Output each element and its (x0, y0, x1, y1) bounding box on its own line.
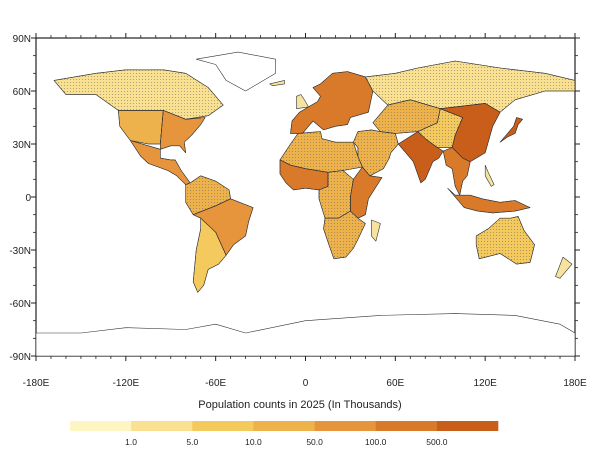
colorbar-label: 100.0 (365, 437, 387, 447)
x-tick-label: 60E (386, 378, 404, 389)
colorbar-label: 500.0 (426, 437, 448, 447)
hatch-russia-siberia (365, 61, 575, 113)
hatch-overlay (54, 61, 575, 265)
border-japan (499, 117, 523, 143)
landmass-antarctica (36, 313, 575, 356)
y-tick-label: 90N (13, 34, 31, 45)
landmass-philippines (484, 164, 495, 187)
y-tick-label: -90N (9, 352, 31, 363)
hatch-middle-east (353, 129, 399, 176)
colorbar-label: 10.0 (245, 437, 262, 447)
border-south-america-north (185, 175, 231, 215)
hatch-central-asia (372, 99, 441, 134)
hatch-china-west (417, 108, 463, 148)
x-tick-label: 0 (303, 378, 309, 389)
landmass-greenland (195, 51, 276, 92)
x-tick-label: -120E (112, 378, 139, 389)
colorbar-bin (314, 421, 376, 431)
x-tick-label: -60E (205, 378, 226, 389)
x-tick-label: 180E (563, 378, 587, 389)
y-tick-label: 60N (13, 87, 31, 98)
y-axis: 90N 60N 30N 0 -30N -60N -90N (9, 34, 580, 363)
colorbar-bin (131, 421, 193, 431)
hatch-central-africa (319, 170, 354, 219)
colorbar-label: 5.0 (186, 437, 198, 447)
hatch-canada-south (54, 69, 224, 120)
colorbar: Population counts in 2025 (In Thousands)… (70, 399, 499, 447)
x-axis: -180E -120E -60E 0 60E 120E 180E (23, 33, 587, 389)
y-tick-label: 0 (25, 193, 31, 204)
border-southeast-asia (442, 147, 471, 196)
border-india (397, 131, 444, 184)
hatch-south-america-north (185, 175, 231, 215)
colorbar-bin (70, 421, 132, 431)
border-australia (475, 216, 535, 265)
landmass-new-zealand (555, 256, 573, 279)
colorbar-bin (375, 421, 438, 431)
country-borders (53, 60, 575, 293)
landmass-madagascar (371, 219, 381, 242)
colorbar-bin (253, 421, 315, 431)
border-china-east (440, 103, 501, 162)
colorbar-bin (192, 421, 254, 431)
hatch-southern-africa (323, 211, 366, 259)
border-north-america-east (160, 110, 206, 154)
border-southern-africa (323, 210, 366, 260)
y-tick-label: 30N (13, 140, 31, 151)
border-canada-south (53, 69, 224, 120)
landmass-uk (296, 94, 309, 109)
border-middle-east (353, 129, 399, 177)
border-south-america-south (192, 217, 227, 293)
border-europe (290, 71, 374, 134)
y-tick-label: -30N (9, 246, 31, 257)
colorbar-title: Population counts in 2025 (In Thousands) (198, 399, 401, 411)
colorbar-bin (436, 421, 499, 431)
colorbar-bins (70, 421, 499, 431)
y-tick-label: -60N (9, 299, 31, 310)
x-tick-label: -180E (23, 378, 50, 389)
landmass-iceland (269, 80, 285, 86)
hatch-australia (476, 216, 535, 265)
colorbar-label: 1.0 (125, 437, 137, 447)
border-indonesia (447, 188, 531, 214)
colorbar-label: 50.0 (306, 437, 323, 447)
hatch-north-africa (280, 131, 363, 173)
colorbar-labels: 1.0 5.0 10.0 50.0 100.0 500.0 (125, 437, 448, 447)
x-tick-label: 120E (473, 378, 497, 389)
